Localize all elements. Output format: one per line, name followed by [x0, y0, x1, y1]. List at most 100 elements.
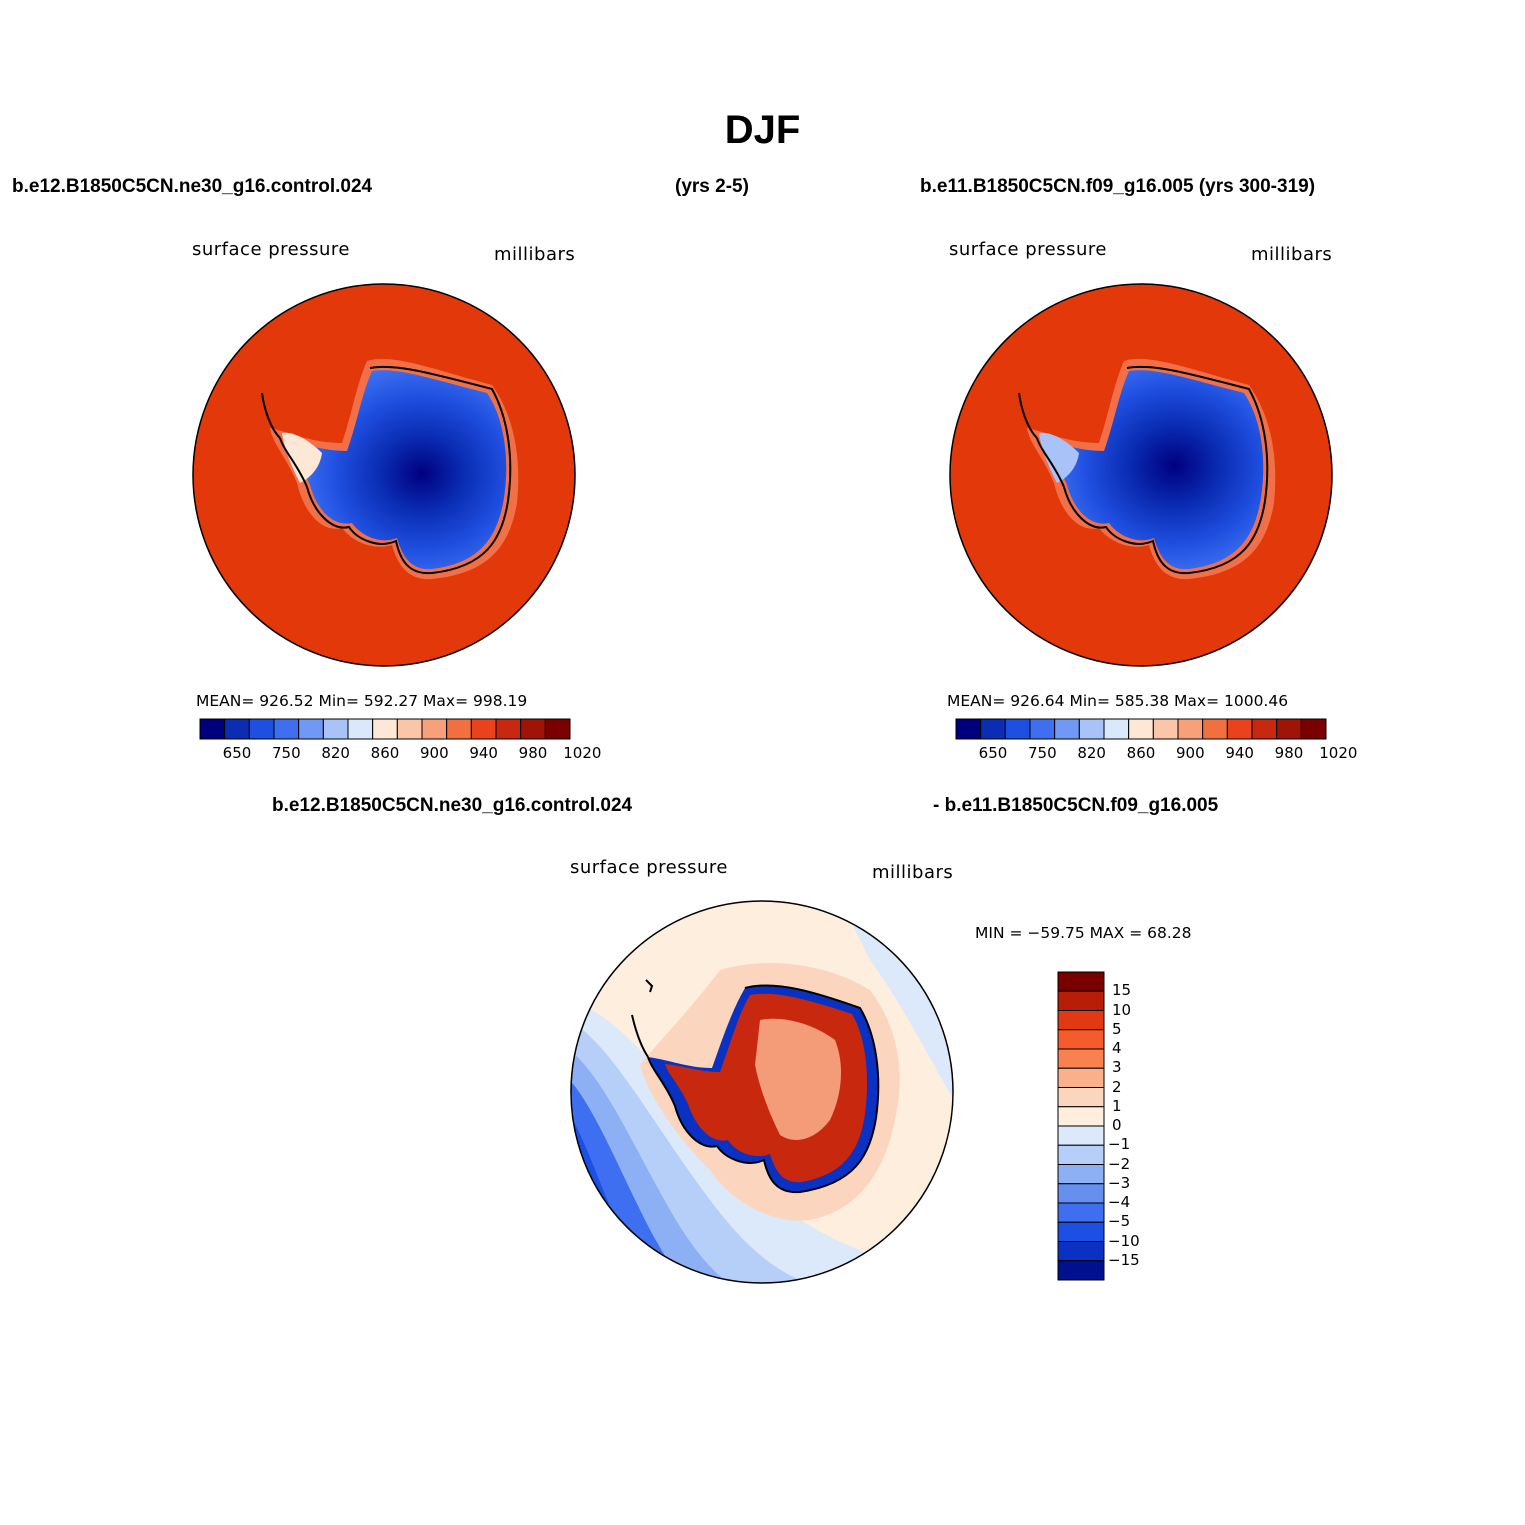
colorbar-tick-label: −4 [1108, 1193, 1131, 1211]
colorbar-tick-label: 820 [1077, 744, 1106, 762]
colorbar-swatch [224, 718, 250, 740]
colorbar-swatch [1276, 718, 1302, 740]
colorbar-tick-label: −15 [1108, 1250, 1140, 1269]
top-left-variable-label: surface pressure [192, 239, 350, 260]
top-right-units-label: millibars [1251, 244, 1333, 265]
colorbar-swatch [1057, 1164, 1105, 1185]
colorbar-tick-label: 750 [272, 744, 301, 762]
colorbar-swatch [1057, 1202, 1105, 1223]
colorbar-tick-label: 860 [1126, 744, 1156, 762]
colorbar-swatch [1057, 1125, 1105, 1146]
colorbar-tick-label: 0 [1112, 1116, 1122, 1134]
top-right-colorbar-ticks: 650 750 820 860 900 940 980 1020 [956, 744, 1358, 764]
peninsula-pale [282, 432, 322, 483]
colorbar-swatch [1057, 1067, 1105, 1088]
coastline [1018, 365, 1269, 575]
colorbar-swatch [1057, 1106, 1105, 1127]
colorbar-tick-label: 3 [1112, 1058, 1122, 1077]
difference-map [570, 900, 954, 1284]
top-left-map [192, 283, 576, 667]
colorbar-swatch [298, 718, 324, 740]
colorbar-swatch [1251, 718, 1278, 740]
bottom-minmax: MIN = −59.75 MAX = 68.28 [975, 924, 1192, 942]
colorbar-tick-label: 900 [420, 744, 449, 762]
top-right-map [949, 283, 1333, 667]
colorbar-tick-label: 10 [1112, 1000, 1132, 1019]
colorbar-swatch [1057, 1144, 1105, 1165]
colorbar-tick-label: 650 [222, 744, 252, 762]
colorbar-swatch [347, 718, 374, 740]
ice-sheet [1041, 370, 1264, 570]
colorbar-tick-label: −10 [1108, 1231, 1140, 1250]
colorbar-swatch [520, 718, 546, 740]
colorbar-swatch [421, 718, 448, 740]
colorbar-swatch [1057, 1183, 1105, 1204]
colorbar-swatch [495, 718, 522, 740]
colorbar-swatch [273, 718, 300, 740]
coastline [631, 984, 880, 1194]
top-left-units-label: millibars [494, 244, 576, 265]
peninsula-pale [1039, 432, 1079, 483]
colorbar-tick-label: 1020 [563, 744, 602, 762]
colorbar-swatch [1057, 1029, 1105, 1050]
difference-colorbar-ticks: 15 10 5 4 3 2 1 0 −1 −2 −3 −4 −5 −10 −15 [1108, 972, 1168, 1280]
colorbar-tick-label: −3 [1108, 1173, 1131, 1192]
colorbar-tick-label: 860 [370, 744, 400, 762]
colorbar-swatch [446, 718, 472, 740]
colorbar-tick-label: 820 [321, 744, 350, 762]
colorbar-swatch [544, 718, 571, 740]
colorbar-swatch [1004, 718, 1031, 740]
ice-interior-pale [755, 1018, 842, 1140]
colorbar-tick-label: 4 [1112, 1039, 1122, 1057]
colorbar-swatch [1152, 718, 1179, 740]
colorbar-swatch [1226, 718, 1253, 740]
colorbar-tick-label: 1 [1112, 1096, 1122, 1115]
figure-title: DJF [724, 108, 801, 152]
colorbar-swatch [396, 718, 423, 740]
colorbar-swatch [1054, 718, 1080, 740]
colorbar-swatch [1078, 718, 1105, 740]
colorbar-tick-label: −2 [1108, 1154, 1131, 1173]
colorbar-tick-label: 1020 [1319, 744, 1358, 762]
colorbar-swatch [1177, 718, 1204, 740]
colorbar-swatch [1057, 1010, 1105, 1031]
colorbar-swatch [1128, 718, 1154, 740]
colorbar-swatch [1057, 1260, 1105, 1281]
top-right-stats: MEAN= 926.64 Min= 585.38 Max= 1000.46 [947, 692, 1289, 710]
difference-colorbar [1057, 971, 1105, 1281]
colorbar-swatch [980, 718, 1006, 740]
colorbar-swatch [1202, 718, 1228, 740]
top-right-case-label: b.e11.B1850C5CN.f09_g16.005 (yrs 300-319… [920, 176, 1316, 197]
top-left-case-label: b.e12.B1850C5CN.ne30_g16.control.024 [12, 176, 373, 197]
colorbar-tick-label: 750 [1028, 744, 1057, 762]
colorbar-tick-label: 5 [1112, 1019, 1122, 1038]
colorbar-tick-label: 2 [1112, 1077, 1122, 1096]
colorbar-tick-label: 900 [1176, 744, 1205, 762]
colorbar-swatch [322, 718, 349, 740]
coastline [261, 365, 512, 575]
colorbar-swatch [1103, 718, 1130, 740]
bottom-units-label: millibars [872, 862, 954, 883]
colorbar-swatch [199, 718, 226, 740]
colorbar-tick-label: 940 [469, 744, 498, 762]
ice-sheet [284, 370, 507, 570]
colorbar-swatch [1057, 1087, 1105, 1108]
colorbar-tick-label: −5 [1108, 1212, 1131, 1231]
bottom-case-b-label: - b.e11.B1850C5CN.f09_g16.005 [933, 795, 1219, 816]
colorbar-swatch [1029, 718, 1056, 740]
colorbar-swatch [1057, 990, 1105, 1011]
colorbar-swatch [1057, 1221, 1105, 1242]
colorbar-tick-label: 15 [1112, 981, 1132, 1000]
bottom-case-a-label: b.e12.B1850C5CN.ne30_g16.control.024 [272, 795, 633, 816]
colorbar-tick-label: 940 [1225, 744, 1254, 762]
top-left-colorbar-ticks: 650 750 820 860 900 940 980 1020 [200, 744, 602, 764]
bottom-variable-label: surface pressure [570, 857, 728, 878]
top-right-colorbar [955, 718, 1327, 740]
top-left-colorbar [199, 718, 571, 740]
colorbar-tick-label: 980 [1274, 744, 1304, 762]
colorbar-tick-label: 980 [518, 744, 548, 762]
colorbar-swatch [1300, 718, 1327, 740]
top-right-variable-label: surface pressure [949, 239, 1107, 260]
top-left-years-label: (yrs 2-5) [675, 176, 749, 197]
colorbar-swatch [1057, 1048, 1105, 1069]
